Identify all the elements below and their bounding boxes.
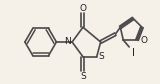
Text: O: O xyxy=(140,36,147,45)
Text: N: N xyxy=(64,37,71,47)
Text: S: S xyxy=(80,72,86,81)
Text: S: S xyxy=(99,52,104,61)
Text: I: I xyxy=(132,48,135,58)
Text: O: O xyxy=(80,4,86,13)
